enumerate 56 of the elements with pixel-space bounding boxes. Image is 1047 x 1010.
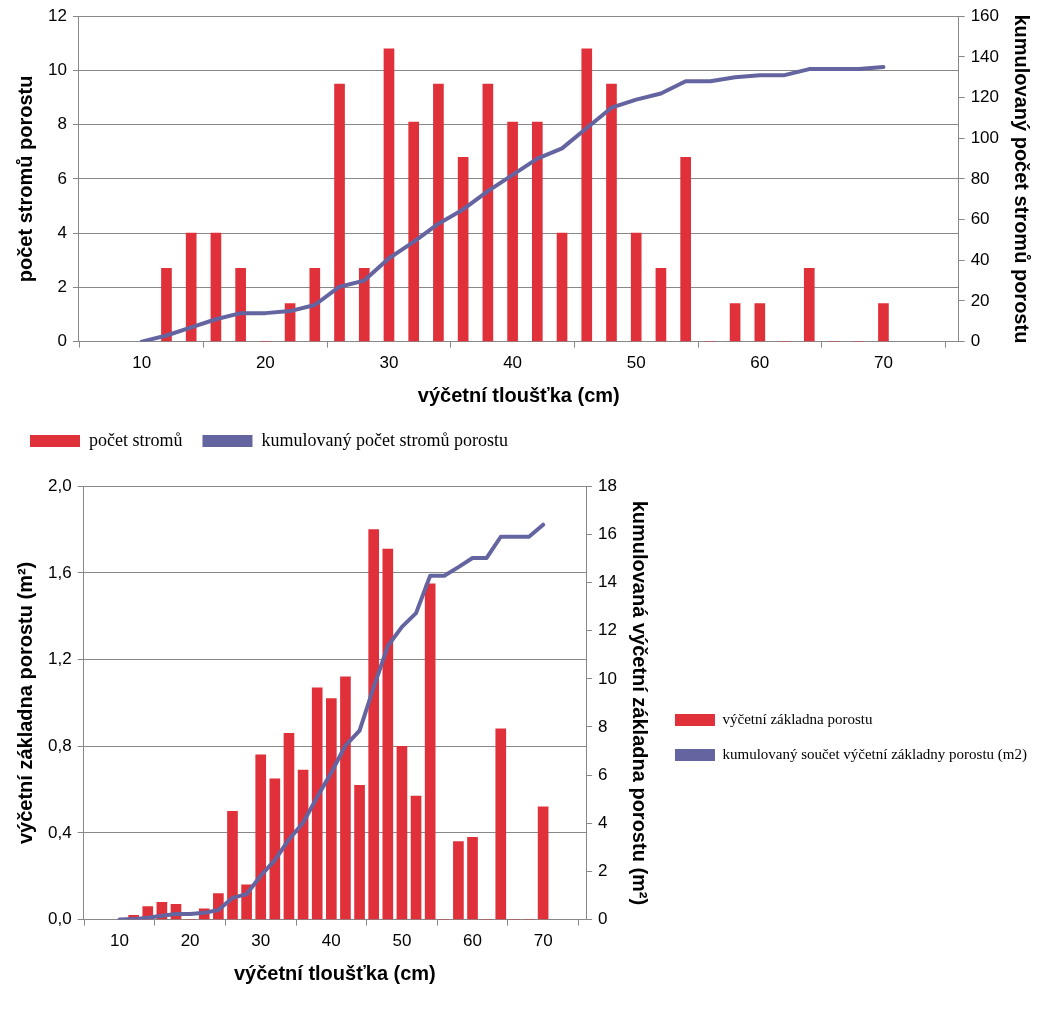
- x-tick-label: 10: [132, 353, 152, 373]
- y2-tick-label: 100: [970, 127, 1000, 147]
- y-tick-label: 2: [57, 277, 67, 297]
- y2-tick-label: 160: [970, 5, 1000, 25]
- y2-tick-label: 6: [598, 764, 608, 784]
- x-tick-label: 50: [626, 353, 646, 373]
- x-tick-label: 30: [379, 353, 399, 373]
- y2-tick-label: 0: [970, 331, 981, 351]
- legend-label: počet stromů: [89, 429, 183, 450]
- y-tick-label: 0,4: [47, 822, 72, 842]
- y2-tick-label: 16: [598, 524, 617, 544]
- y-tick-label: 8: [57, 114, 67, 134]
- legend-label: kumulovaný počet stromů porostu: [261, 429, 508, 450]
- y2-tick-label: 80: [970, 168, 990, 188]
- legend-label: výčetní základna porostu: [722, 710, 873, 727]
- y-tick-label: 6: [57, 168, 67, 188]
- y-tick-label: 10: [47, 60, 67, 80]
- y2-tick-label: 60: [970, 209, 990, 229]
- y2-tick-label: 4: [598, 812, 608, 832]
- y2-tick-label: 10: [598, 668, 617, 688]
- y2-tick-label: 18: [598, 475, 617, 495]
- y-tick-label: 0,8: [47, 735, 72, 755]
- y2-tick-label: 8: [598, 716, 608, 736]
- y2-tick-label: 40: [970, 249, 990, 269]
- y-tick-label: 0,0: [47, 909, 72, 929]
- x-tick-label: 50: [392, 931, 412, 951]
- x-tick-label: 40: [503, 353, 523, 373]
- y-axis-title: počet stromů porostu: [13, 75, 36, 283]
- y-tick-label: 4: [57, 222, 67, 242]
- x-tick-label: 70: [873, 353, 893, 373]
- y2-tick-label: 14: [598, 572, 617, 592]
- x-axis-title: výčetní tloušťka (cm): [417, 383, 620, 406]
- y-axis-title: výčetní základna porostu (m²): [13, 561, 36, 845]
- x-axis-title: výčetní tloušťka (cm): [233, 961, 436, 984]
- x-tick-label: 60: [750, 353, 770, 373]
- y2-tick-label: 12: [598, 620, 617, 640]
- y-tick-label: 0: [57, 331, 67, 351]
- y-tick-label: 1,2: [47, 649, 72, 669]
- legend-label: kumulovaný součet výčetní základny porostu (m2): [722, 745, 1027, 763]
- y-tick-label: 1,6: [47, 562, 72, 582]
- y2-tick-label: 0: [598, 909, 608, 929]
- y2-tick-label: 120: [970, 87, 1000, 107]
- y2-axis-title: kumulovaný počet stromů porostu: [1011, 14, 1034, 344]
- x-tick-label: 60: [463, 931, 482, 951]
- y2-tick-label: 140: [970, 46, 1000, 66]
- y2-tick-label: 20: [970, 290, 990, 310]
- y-tick-label: 2,0: [47, 475, 72, 495]
- y2-tick-label: 2: [598, 861, 608, 881]
- x-tick-label: 20: [180, 931, 200, 951]
- x-tick-label: 70: [533, 931, 553, 951]
- x-tick-label: 10: [110, 931, 129, 951]
- y-tick-label: 12: [47, 5, 67, 25]
- x-tick-label: 20: [255, 353, 275, 373]
- x-tick-label: 40: [321, 931, 341, 951]
- x-tick-label: 30: [251, 931, 271, 951]
- y2-axis-title: kumulovaná výčetní základna porostu (m²): [629, 500, 652, 906]
